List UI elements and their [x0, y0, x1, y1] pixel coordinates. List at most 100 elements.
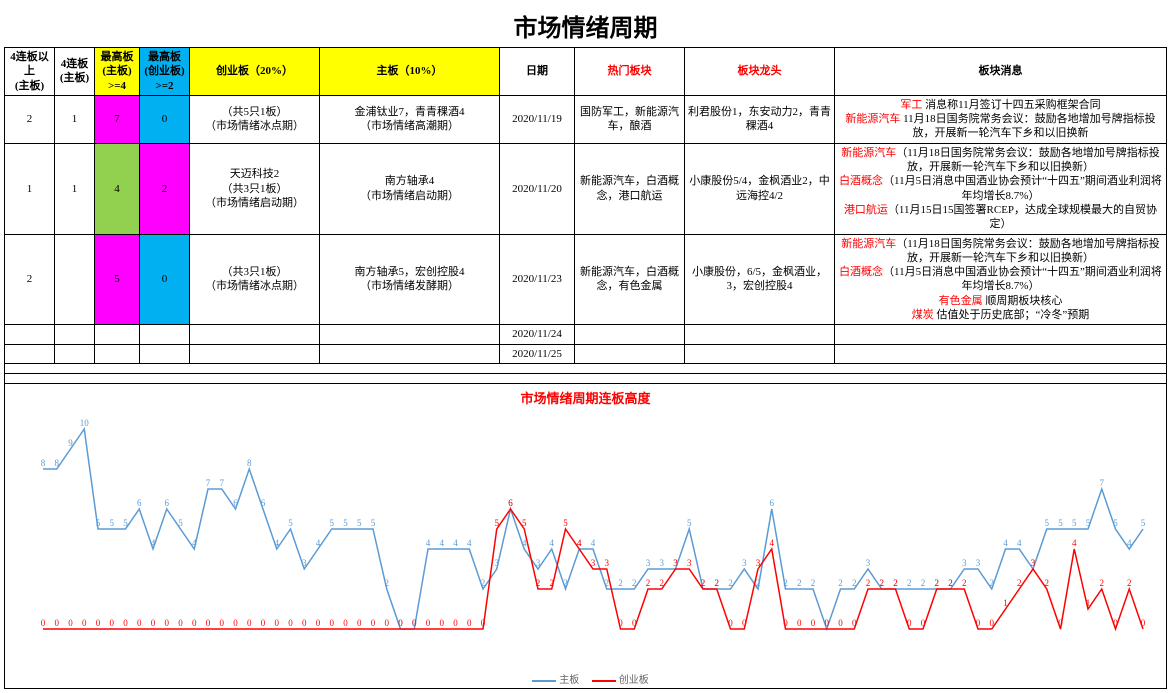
cell: 0 [140, 95, 190, 143]
svg-text:0: 0 [192, 618, 197, 628]
cell: 1 [55, 95, 95, 143]
cell [685, 325, 835, 344]
svg-text:0: 0 [467, 618, 472, 628]
cell: 小康股份，6/5，金枫酒业，3，宏创控股4 [685, 234, 835, 325]
news-cell: 新能源汽车（11月18日国务院常务会议：鼓励各地增加号牌指标投放，开展新一轮汽车… [835, 234, 1167, 325]
th-leader: 板块龙头 [685, 48, 835, 96]
svg-text:0: 0 [632, 618, 637, 628]
svg-text:7: 7 [220, 478, 225, 488]
svg-text:0: 0 [440, 618, 445, 628]
svg-text:0: 0 [1141, 618, 1146, 628]
svg-text:5: 5 [563, 518, 568, 528]
svg-text:2: 2 [715, 578, 720, 588]
svg-text:0: 0 [261, 618, 266, 628]
sentiment-table: 4连板以上(主板) 4连板(主板) 最高板(主板)>=4 最高板(创业板)>=2… [4, 47, 1167, 384]
svg-text:0: 0 [385, 618, 390, 628]
svg-text:8: 8 [247, 458, 252, 468]
cell: 1 [55, 143, 95, 234]
cell: 2 [5, 95, 55, 143]
cell: 国防军工，新能源汽车，酿酒 [575, 95, 685, 143]
svg-text:2: 2 [797, 578, 802, 588]
svg-text:5: 5 [495, 518, 500, 528]
svg-text:3: 3 [742, 558, 747, 568]
svg-text:5: 5 [123, 518, 128, 528]
svg-text:1: 1 [1086, 598, 1091, 608]
svg-text:4: 4 [591, 538, 596, 548]
cell: 小康股份5/4，金枫酒业2，中远海控4/2 [685, 143, 835, 234]
svg-text:0: 0 [247, 618, 252, 628]
svg-text:4: 4 [192, 538, 197, 548]
svg-text:4: 4 [426, 538, 431, 548]
svg-text:2: 2 [646, 578, 651, 588]
svg-text:6: 6 [261, 498, 266, 508]
svg-text:6: 6 [165, 498, 170, 508]
cell [190, 344, 320, 363]
svg-text:5: 5 [288, 518, 293, 528]
svg-text:0: 0 [481, 618, 486, 628]
cell [685, 344, 835, 363]
cell: 1 [5, 143, 55, 234]
legend-chuang: 创业板 [619, 675, 649, 686]
svg-text:5: 5 [343, 518, 348, 528]
svg-text:2: 2 [1127, 578, 1132, 588]
cell [5, 373, 1167, 383]
svg-text:2: 2 [921, 578, 926, 588]
cell: 新能源汽车，白酒概念，港口航运 [575, 143, 685, 234]
svg-text:5: 5 [1072, 518, 1077, 528]
svg-text:0: 0 [55, 618, 60, 628]
svg-text:2: 2 [948, 578, 953, 588]
svg-text:0: 0 [302, 618, 307, 628]
svg-text:0: 0 [178, 618, 183, 628]
svg-text:2: 2 [1100, 578, 1105, 588]
svg-text:3: 3 [646, 558, 651, 568]
header-row: 4连板以上(主板) 4连板(主板) 最高板(主板)>=4 最高板(创业板)>=2… [5, 48, 1167, 96]
svg-text:5: 5 [1141, 518, 1146, 528]
svg-text:0: 0 [330, 618, 335, 628]
svg-text:0: 0 [811, 618, 816, 628]
cell: 4 [95, 143, 140, 234]
svg-text:3: 3 [687, 558, 692, 568]
cell [835, 344, 1167, 363]
cell [140, 325, 190, 344]
table-row: 2020/11/24 [5, 325, 1167, 344]
cell: 5 [95, 234, 140, 325]
svg-text:3: 3 [866, 558, 871, 568]
svg-text:5: 5 [330, 518, 335, 528]
svg-text:0: 0 [1058, 618, 1063, 628]
cell [5, 344, 55, 363]
page-title: 市场情绪周期 [4, 4, 1167, 47]
th-news: 板块消息 [835, 48, 1167, 96]
svg-text:0: 0 [316, 618, 321, 628]
svg-text:3: 3 [673, 558, 678, 568]
svg-text:5: 5 [96, 518, 101, 528]
svg-text:0: 0 [783, 618, 788, 628]
svg-text:4: 4 [467, 538, 472, 548]
svg-text:0: 0 [742, 618, 747, 628]
svg-text:0: 0 [68, 618, 73, 628]
svg-text:4: 4 [440, 538, 445, 548]
svg-text:3: 3 [962, 558, 967, 568]
svg-text:2: 2 [481, 578, 486, 588]
svg-text:0: 0 [275, 618, 280, 628]
th-chuang20: 创业板（20%） [190, 48, 320, 96]
svg-text:4: 4 [1127, 538, 1132, 548]
svg-text:2: 2 [783, 578, 788, 588]
svg-text:0: 0 [96, 618, 101, 628]
svg-text:2: 2 [728, 578, 733, 588]
cell [575, 325, 685, 344]
svg-text:2: 2 [907, 578, 912, 588]
cell: （共3只1板）（市场情绪冰点期） [190, 234, 320, 325]
svg-text:4: 4 [550, 538, 555, 548]
table-row [5, 363, 1167, 373]
svg-text:2: 2 [880, 578, 885, 588]
svg-text:0: 0 [976, 618, 981, 628]
svg-text:3: 3 [536, 558, 541, 568]
cell: 2 [140, 143, 190, 234]
cell [140, 344, 190, 363]
svg-text:4: 4 [1003, 538, 1008, 548]
cell [55, 344, 95, 363]
svg-text:2: 2 [385, 578, 390, 588]
th-max-main: 最高板(主板)>=4 [95, 48, 140, 96]
svg-text:2: 2 [935, 578, 940, 588]
svg-text:3: 3 [976, 558, 981, 568]
